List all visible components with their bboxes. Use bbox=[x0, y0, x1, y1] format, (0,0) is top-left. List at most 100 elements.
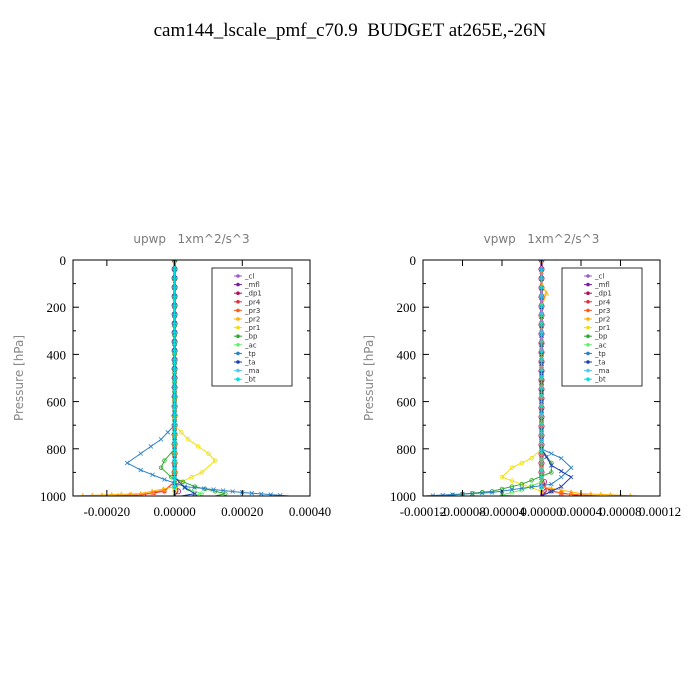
x-tick-label: -0.00020 bbox=[84, 504, 131, 519]
legend-marker bbox=[586, 291, 590, 296]
series-marker bbox=[568, 489, 574, 495]
series-marker bbox=[172, 266, 177, 272]
series-marker bbox=[539, 339, 544, 344]
series-marker bbox=[172, 439, 177, 444]
series-marker bbox=[588, 491, 594, 496]
series-marker bbox=[549, 481, 554, 487]
series-marker bbox=[185, 437, 191, 442]
chart-panel-1: upwp 1xm^2/s^3 Pressure [hPa] 0 200 400 600 80… bbox=[12, 232, 331, 519]
series-marker bbox=[568, 474, 574, 480]
series-marker bbox=[206, 451, 211, 456]
series-marker bbox=[192, 485, 197, 490]
series-marker bbox=[539, 375, 544, 381]
series-marker bbox=[172, 466, 177, 471]
series-marker bbox=[509, 484, 515, 489]
series-marker bbox=[539, 275, 544, 281]
series-line-ta bbox=[174, 260, 197, 496]
series-marker bbox=[119, 491, 124, 496]
series-marker bbox=[539, 430, 544, 435]
series-marker bbox=[539, 484, 544, 490]
series-marker bbox=[172, 475, 177, 481]
series-marker bbox=[182, 484, 188, 489]
series-marker bbox=[138, 467, 143, 473]
series-marker bbox=[539, 285, 544, 290]
series-marker bbox=[618, 492, 623, 496]
y-tick-label: 600 bbox=[397, 395, 417, 410]
y-tick-label: 0 bbox=[60, 253, 67, 268]
series-marker bbox=[539, 457, 544, 462]
legend-marker bbox=[586, 300, 590, 304]
x-tick-label: -0.00008 bbox=[439, 504, 486, 519]
series-marker bbox=[201, 486, 207, 491]
legend-label: _ta bbox=[244, 359, 256, 367]
y-tick-label: 800 bbox=[47, 442, 67, 457]
y-axis-label: Pressure [hPa] bbox=[12, 335, 26, 421]
legend-label: _bt bbox=[594, 376, 606, 384]
series-marker bbox=[558, 487, 564, 493]
y-tick-label: 600 bbox=[47, 395, 67, 410]
legend-label: _pr3 bbox=[594, 307, 610, 315]
series-marker bbox=[180, 479, 186, 485]
series-line-ac bbox=[501, 260, 542, 496]
legend-label: _pr1 bbox=[594, 324, 610, 332]
series-marker bbox=[544, 454, 549, 460]
series-marker bbox=[539, 366, 544, 372]
legend-marker bbox=[586, 282, 590, 287]
series-marker bbox=[440, 492, 446, 496]
series-marker bbox=[539, 348, 544, 353]
series-marker bbox=[158, 437, 164, 442]
legend-label: _ma bbox=[244, 367, 260, 375]
y-tick-label: 200 bbox=[397, 300, 417, 315]
series-marker bbox=[539, 357, 544, 363]
y-tick-label: 800 bbox=[397, 442, 417, 457]
legend-label: _mfl bbox=[244, 281, 260, 289]
series-marker bbox=[127, 492, 132, 496]
series-marker bbox=[558, 468, 564, 474]
series-marker bbox=[543, 290, 550, 296]
series-marker bbox=[149, 488, 155, 494]
legend-label: _mfl bbox=[594, 281, 610, 289]
legend: _cl_mfl_dp1_pr4_pr3_pr2_pr1_bp_ac_tp_ta_… bbox=[561, 267, 643, 387]
legend-marker bbox=[586, 308, 590, 313]
series-marker bbox=[182, 485, 188, 491]
series-marker bbox=[509, 478, 515, 483]
series-marker bbox=[138, 492, 143, 496]
series-marker bbox=[172, 357, 177, 363]
series-marker bbox=[220, 488, 226, 493]
legend-box bbox=[561, 267, 643, 387]
legend-marker bbox=[586, 368, 590, 373]
legend-marker bbox=[236, 360, 240, 364]
series-marker bbox=[539, 475, 544, 481]
series-marker bbox=[529, 478, 534, 483]
series-layer bbox=[73, 260, 290, 496]
y-tick-label: 200 bbox=[47, 300, 67, 315]
series-marker bbox=[549, 488, 554, 494]
legend-marker bbox=[236, 282, 240, 287]
legend-marker bbox=[586, 325, 590, 330]
series-marker bbox=[539, 466, 544, 471]
series-marker bbox=[172, 366, 177, 372]
y-tick-label: 1000 bbox=[40, 489, 66, 504]
legend-label: _pr4 bbox=[244, 298, 261, 306]
series-marker bbox=[568, 491, 574, 496]
legend-label: _pr1 bbox=[244, 324, 260, 332]
x-tick-label: 0.00008 bbox=[599, 504, 641, 519]
legend-label: _tp bbox=[244, 350, 256, 358]
chart-panel-2: vpwp 1xm^2/s^3 Pressure [hPa] 0 200 400 600 80… bbox=[362, 232, 681, 519]
series-marker bbox=[479, 490, 485, 496]
series-marker bbox=[549, 470, 554, 475]
legend-label: _pr2 bbox=[594, 316, 610, 324]
series-marker bbox=[519, 482, 524, 487]
x-tick-label: 0.00000 bbox=[153, 504, 195, 519]
y-tick-label: 0 bbox=[410, 253, 417, 268]
legend-marker bbox=[236, 377, 240, 382]
series-marker bbox=[539, 439, 544, 444]
panel-title: upwp 1xm^2/s^3 bbox=[133, 232, 249, 246]
series-marker bbox=[499, 474, 505, 480]
series-marker bbox=[509, 487, 515, 492]
series-marker bbox=[558, 455, 564, 461]
legend-marker bbox=[236, 351, 240, 356]
series-marker bbox=[430, 493, 436, 496]
legend-label: _ac bbox=[594, 341, 607, 349]
series-marker bbox=[519, 486, 525, 491]
